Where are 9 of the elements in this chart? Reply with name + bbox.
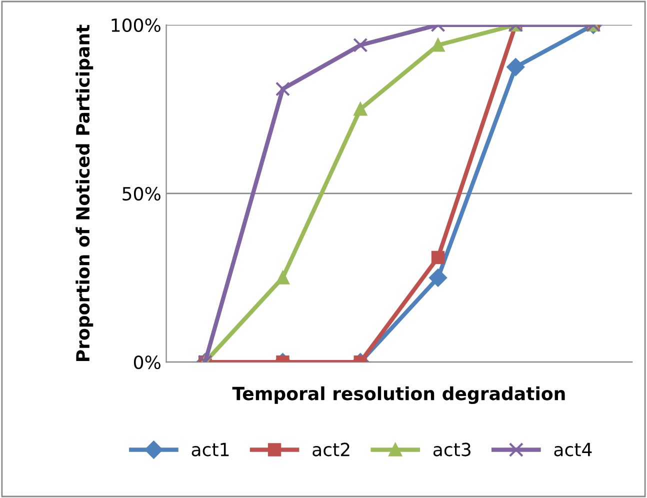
legend-label: act4 — [554, 442, 592, 456]
x-axis-title: Temporal resolution degradation — [232, 386, 565, 404]
y-tick-label: 50% — [122, 186, 160, 201]
y-tick-label: 0% — [134, 356, 160, 370]
y-tick-label: 100% — [112, 18, 160, 32]
y-axis-title: Proportion of Noticed Participant — [76, 24, 94, 361]
legend-label: act1 — [192, 442, 229, 456]
legend-label: act3 — [433, 442, 470, 456]
legend-label: act2 — [312, 442, 350, 456]
